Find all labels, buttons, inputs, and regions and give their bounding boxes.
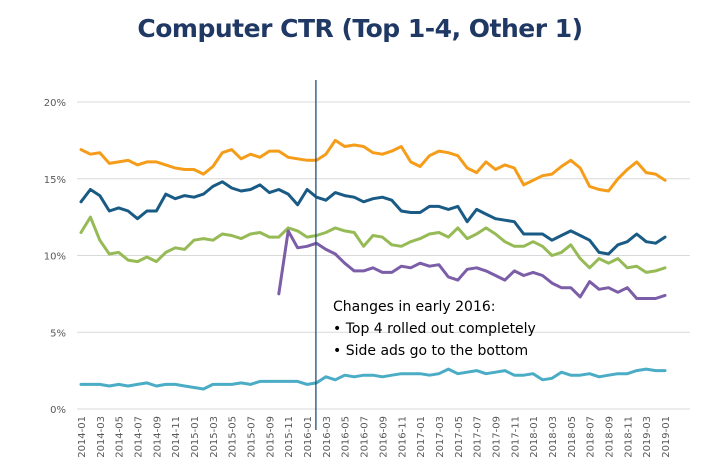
x-tick-label: 2015-03 bbox=[209, 416, 220, 458]
series-line-top-2 bbox=[79, 180, 667, 256]
y-tick-label: 10% bbox=[44, 252, 66, 263]
x-axis-ticks: 2014-01 2014-03 2014-05 2014-07 2014-09 2014-… bbox=[77, 416, 672, 458]
x-tick-label: 2017-01 bbox=[416, 416, 427, 458]
x-tick-label: 2018-07 bbox=[586, 416, 597, 458]
x-tick-label: 2017-11 bbox=[510, 416, 521, 458]
x-tick-label: 2015-05 bbox=[228, 416, 239, 458]
x-tick-label: 2016-05 bbox=[341, 416, 352, 458]
x-tick-label: 2016-03 bbox=[322, 416, 333, 458]
x-tick-label: 2019-03 bbox=[642, 416, 653, 458]
x-tick-label: 2018-01 bbox=[529, 416, 540, 458]
x-tick-label: 2017-07 bbox=[473, 416, 484, 458]
annotation-bullet: • Side ads go to the bottom bbox=[333, 343, 529, 359]
x-tick-label: 2018-03 bbox=[548, 416, 559, 458]
y-tick-label: 20% bbox=[44, 98, 66, 109]
x-tick-label: 2017-05 bbox=[454, 416, 465, 458]
x-tick-label: 2015-11 bbox=[284, 416, 295, 458]
x-tick-label: 2014-05 bbox=[115, 416, 126, 458]
y-tick-label: 0% bbox=[50, 405, 66, 416]
x-tick-label: 2016-11 bbox=[397, 416, 408, 458]
x-tick-label: 2015-09 bbox=[265, 416, 276, 458]
x-tick-label: 2016-09 bbox=[378, 416, 389, 458]
series-lines bbox=[79, 138, 667, 391]
gridlines bbox=[77, 101, 690, 410]
x-tick-label: 2014-01 bbox=[77, 416, 88, 458]
x-tick-label: 2017-09 bbox=[491, 416, 502, 458]
series-line-top-3 bbox=[79, 215, 667, 274]
x-tick-label: 2014-03 bbox=[96, 416, 107, 458]
x-tick-label: 2016-07 bbox=[360, 416, 371, 458]
x-tick-label: 2018-09 bbox=[604, 416, 615, 458]
x-tick-label: 2014-11 bbox=[171, 416, 182, 458]
x-tick-label: 2014-07 bbox=[134, 416, 145, 458]
x-tick-label: 2019-01 bbox=[661, 416, 672, 458]
x-tick-label: 2015-07 bbox=[247, 416, 258, 458]
x-tick-label: 2015-01 bbox=[190, 416, 201, 458]
y-tick-label: 5% bbox=[50, 328, 66, 339]
x-tick-label: 2014-09 bbox=[152, 416, 163, 458]
series-line-other-1 bbox=[79, 367, 667, 391]
y-axis-ticks: 0% 5% 10% 15% 20% bbox=[44, 98, 66, 416]
series-line-top-1 bbox=[79, 138, 667, 193]
series-line-top-4 bbox=[277, 229, 667, 300]
y-tick-label: 15% bbox=[44, 175, 66, 186]
x-tick-label: 2017-03 bbox=[435, 416, 446, 458]
x-tick-label: 2018-05 bbox=[567, 416, 578, 458]
annotation-heading: Changes in early 2016: bbox=[333, 299, 496, 315]
x-tick-label: 2016-01 bbox=[303, 416, 314, 458]
annotation-bullet: • Top 4 rolled out completely bbox=[333, 321, 536, 337]
x-tick-label: 2018-11 bbox=[623, 416, 634, 458]
annotation: Changes in early 2016: • Top 4 rolled ou… bbox=[333, 296, 536, 362]
chart-title: Computer CTR (Top 1-4, Other 1) bbox=[137, 14, 583, 43]
